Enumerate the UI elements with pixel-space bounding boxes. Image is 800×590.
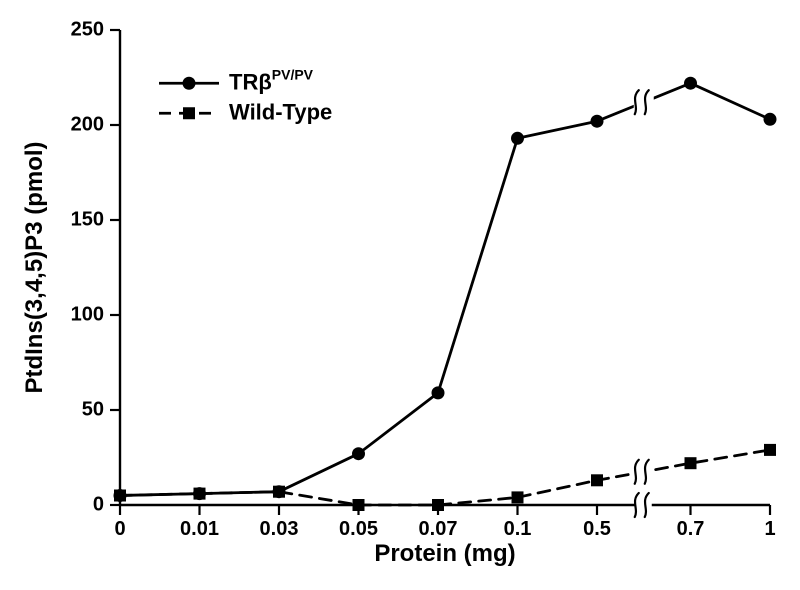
marker-square <box>194 488 206 500</box>
marker-square <box>273 486 285 498</box>
x-tick-label: 0.1 <box>504 518 532 540</box>
marker-circle <box>432 386 445 399</box>
series-trbeta-line <box>120 83 770 495</box>
marker-circle <box>591 115 604 128</box>
marker-square <box>764 444 776 456</box>
marker-circle <box>684 77 697 90</box>
marker-square <box>591 474 603 486</box>
chart-container: 0 50 100 150 200 250 0 0.01 0.03 0.05 0.07 0.1 0.5 0.… <box>0 0 800 590</box>
x-tick-label: 0 <box>114 518 125 540</box>
y-axis-label: PtdIns(3,4,5)P3 (pmol) <box>21 141 48 393</box>
marker-circle <box>511 132 524 145</box>
x-tick-label: 0.7 <box>677 518 705 540</box>
marker-square <box>685 457 697 469</box>
legend-label-trbeta: TRβPV/PV <box>229 66 314 94</box>
y-tick-label: 150 <box>71 208 104 230</box>
marker-circle <box>352 447 365 460</box>
x-tick-label: 0.5 <box>583 518 611 540</box>
series-wildtype-line <box>120 450 770 505</box>
y-tick-label: 50 <box>82 398 104 420</box>
x-tick-label: 1 <box>764 518 775 540</box>
x-tick-label: 0.01 <box>180 518 219 540</box>
axis-break-mark <box>645 493 649 517</box>
x-tick-label: 0.05 <box>339 518 378 540</box>
x-tick-label: 0.07 <box>419 518 458 540</box>
marker-square <box>353 499 365 511</box>
y-tick-label: 100 <box>71 303 104 325</box>
y-tick-label: 200 <box>71 113 104 135</box>
line-chart: 0 50 100 150 200 250 0 0.01 0.03 0.05 0.07 0.1 0.5 0.… <box>0 0 800 590</box>
y-tick-label: 250 <box>71 18 104 40</box>
legend-label-wildtype: Wild-Type <box>229 99 332 124</box>
legend-marker-square <box>183 107 195 119</box>
legend-marker-circle <box>183 77 196 90</box>
y-tick-label: 0 <box>93 493 104 515</box>
axis-break-mark <box>635 493 639 517</box>
marker-square <box>114 490 126 502</box>
marker-circle <box>764 113 777 126</box>
x-tick-label: 0.03 <box>260 518 299 540</box>
marker-square <box>432 499 444 511</box>
marker-square <box>512 491 524 503</box>
x-axis-label: Protein (mg) <box>374 540 515 567</box>
